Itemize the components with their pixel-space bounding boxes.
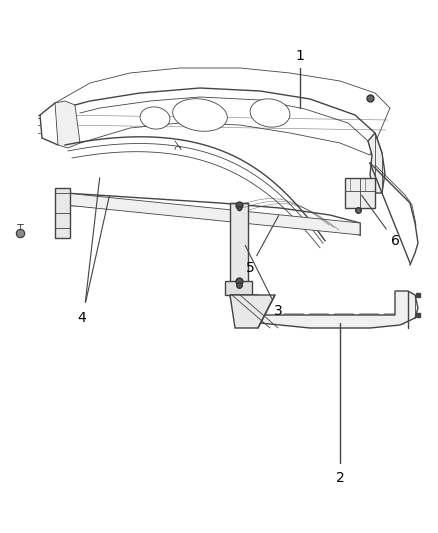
Polygon shape: [225, 281, 252, 295]
Polygon shape: [65, 193, 360, 235]
Polygon shape: [345, 178, 375, 208]
FancyBboxPatch shape: [309, 314, 329, 324]
Polygon shape: [230, 291, 418, 328]
Text: 5: 5: [246, 215, 279, 275]
Polygon shape: [55, 101, 80, 148]
Text: 6: 6: [362, 195, 399, 248]
Text: 1: 1: [296, 49, 304, 63]
Ellipse shape: [140, 107, 170, 129]
FancyBboxPatch shape: [284, 314, 304, 324]
FancyBboxPatch shape: [334, 314, 354, 324]
Text: 4: 4: [78, 311, 86, 325]
Polygon shape: [368, 133, 385, 193]
Text: 2: 2: [336, 471, 344, 485]
Text: 3: 3: [245, 246, 283, 318]
FancyBboxPatch shape: [384, 314, 404, 324]
Ellipse shape: [173, 99, 227, 131]
Polygon shape: [230, 203, 248, 285]
Ellipse shape: [250, 99, 290, 127]
Polygon shape: [230, 295, 275, 328]
FancyBboxPatch shape: [359, 314, 379, 324]
Polygon shape: [55, 188, 70, 238]
